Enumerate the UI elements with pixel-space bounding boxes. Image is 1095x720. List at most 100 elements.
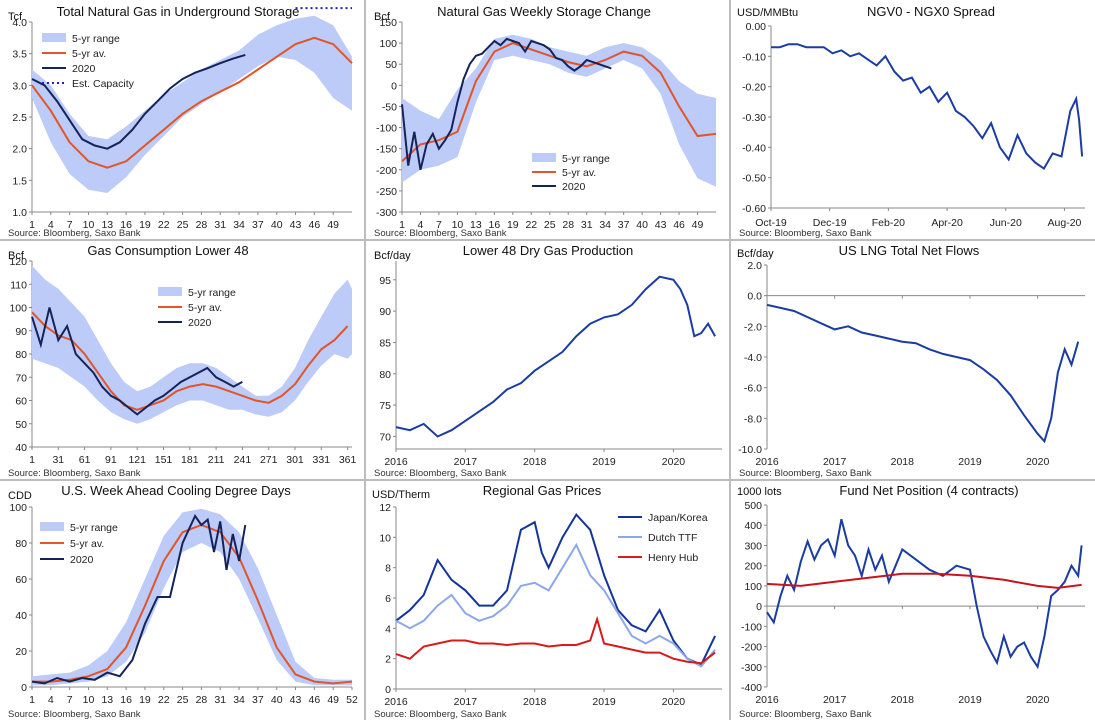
y-tick-label: 0	[21, 682, 27, 694]
chart-title: Lower 48 Dry Gas Production	[463, 243, 634, 258]
chart-title: Gas Consumption Lower 48	[87, 243, 248, 258]
series-line-japan-korea	[395, 512, 717, 666]
range-band	[402, 34, 716, 187]
source-note: Source: Bloomberg, Saxo Bank	[739, 468, 872, 479]
x-tick-label: 10	[452, 219, 464, 231]
y-tick-label: -6.0	[744, 383, 762, 395]
y-tick-label: 0	[391, 80, 397, 92]
x-tick-label: 25	[177, 219, 189, 231]
source-note: Source: Bloomberg, Saxo Bank	[8, 468, 141, 479]
x-tick-label: 1	[399, 219, 405, 231]
series-line-dutch-ttf	[395, 542, 716, 668]
legend: 5-yr range 5-yr av. 2020	[532, 153, 610, 193]
y-tick-label: 120	[9, 256, 27, 268]
line-2020	[31, 53, 246, 150]
x-tick-label: 2019	[592, 456, 616, 468]
y-tick-label: -100	[741, 621, 762, 633]
x-tick-label: 2019	[958, 456, 982, 468]
x-tick-label: 49	[327, 694, 339, 706]
chart-cooling-degree-days: U.S. Week Ahead Cooling Degree Days CDD So…	[8, 483, 358, 720]
y-tick-label: -0.30	[742, 112, 766, 124]
legend-label: 5-yr av.	[70, 538, 104, 550]
y-tick-label: 400	[744, 520, 762, 532]
y-tick-label: 95	[379, 275, 391, 287]
y-tick-label: 2.0	[747, 260, 762, 272]
unit-label: USD/Therm	[372, 489, 430, 501]
y-tick-label: -200	[741, 642, 762, 654]
x-tick-label: 331	[313, 454, 331, 466]
y-tick-label: 60	[15, 574, 27, 586]
divider-h2	[0, 479, 1095, 481]
y-tick-label: -0.50	[742, 173, 766, 185]
x-tick-label: 31	[214, 694, 226, 706]
x-tick-label: 151	[155, 454, 173, 466]
x-tick-label: 25	[544, 219, 556, 231]
x-tick-label: 2018	[891, 456, 915, 468]
y-tick-label: 300	[744, 540, 762, 552]
y-tick-label: 2.0	[12, 144, 27, 156]
x-tick-label: 4	[48, 219, 54, 231]
y-tick-label: 90	[15, 326, 27, 338]
chart-title: Fund Net Position (4 contracts)	[839, 483, 1018, 498]
legend-swatch	[532, 153, 556, 162]
x-tick-label: 31	[581, 219, 593, 231]
divider-v1	[364, 0, 366, 720]
y-tick-label: 500	[744, 500, 762, 512]
avg-line	[32, 523, 353, 685]
x-tick-label: 22	[525, 219, 537, 231]
series-line	[395, 275, 716, 438]
x-tick-label: 2016	[755, 456, 779, 468]
unit-label: Bcf/day	[737, 248, 774, 260]
source-note: Source: Bloomberg, Saxo Bank	[374, 468, 507, 479]
x-tick-label: 2017	[823, 456, 847, 468]
y-tick-label: 200	[744, 561, 762, 573]
x-tick-label: 61	[79, 454, 91, 466]
y-tick-label: 150	[379, 17, 397, 29]
y-tick-label: -8.0	[744, 413, 762, 425]
y-tick-label: -50	[382, 101, 397, 113]
legend: Japan/Korea Dutch TTF Henry Hub	[618, 512, 708, 564]
y-tick-label: 100	[9, 502, 27, 514]
y-tick-label: 60	[15, 396, 27, 408]
x-tick-label: 34	[233, 219, 245, 231]
x-tick-label: 2017	[454, 456, 478, 468]
x-tick-label: 2020	[1026, 456, 1050, 468]
x-tick-label: 52	[346, 694, 358, 706]
x-tick-label: 2020	[662, 696, 686, 708]
line-2020	[31, 307, 243, 416]
x-tick-label: 2016	[384, 456, 408, 468]
legend-label: 5-yr av.	[188, 302, 222, 314]
panel-weekly-change: Natural Gas Weekly Storage Change Bcf Sour…	[366, 0, 729, 239]
x-tick-label: 91	[105, 454, 117, 466]
y-tick-label: 100	[9, 303, 27, 315]
unit-label: USD/MMBtu	[737, 7, 798, 19]
x-tick-label: 10	[83, 219, 95, 231]
x-tick-label: 13	[101, 219, 113, 231]
y-tick-label: 0.0	[747, 291, 762, 303]
legend-swatch	[40, 522, 64, 531]
x-tick-label: 2017	[823, 694, 847, 706]
series-line-net-position	[766, 518, 1083, 670]
avg-line	[31, 36, 353, 169]
legend-label: 5-yr range	[72, 33, 120, 45]
y-tick-label: 80	[379, 369, 391, 381]
y-tick-label: 50	[15, 419, 27, 431]
x-tick-label: 2017	[454, 696, 478, 708]
x-tick-label: 121	[128, 454, 146, 466]
legend-label: 2020	[188, 317, 212, 329]
legend-label: 2020	[72, 63, 96, 75]
y-tick-label: -10.0	[738, 444, 762, 456]
y-tick-label: 70	[15, 372, 27, 384]
source-note: Source: Bloomberg, Saxo Bank	[739, 228, 872, 239]
x-tick-label: 1	[29, 454, 35, 466]
x-tick-label: 7	[67, 219, 73, 231]
x-tick-label: 19	[507, 219, 519, 231]
y-tick-label: 0	[756, 601, 762, 613]
x-tick-label: 4	[48, 694, 54, 706]
legend-label: Japan/Korea	[648, 512, 708, 524]
x-tick-label: 28	[196, 219, 208, 231]
y-tick-label: 80	[15, 349, 27, 361]
y-tick-label: -100	[376, 123, 397, 135]
y-tick-label: 2	[385, 654, 391, 666]
